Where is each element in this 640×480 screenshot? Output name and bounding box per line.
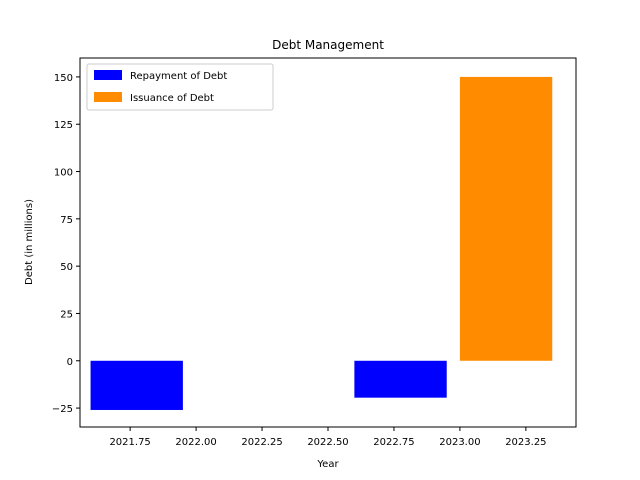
y-tick-label: 0 xyxy=(67,357,73,368)
y-tick-label: 50 xyxy=(60,262,73,273)
x-tick-label: 2022.00 xyxy=(175,437,216,448)
y-tick-label: 150 xyxy=(54,73,73,84)
y-tick-label: 100 xyxy=(54,168,73,179)
chart-title: Debt Management xyxy=(272,38,384,52)
y-tick-label: 75 xyxy=(60,215,73,226)
bars xyxy=(90,76,553,410)
legend-label-repayment: Repayment of Debt xyxy=(130,71,227,82)
bar-series-0-0 xyxy=(90,360,183,410)
x-tick-label: 2022.25 xyxy=(241,437,282,448)
x-axis-label: Year xyxy=(316,459,339,470)
y-axis: −25 0 25 50 75 100 125 150 xyxy=(52,73,80,415)
x-tick-label: 2022.75 xyxy=(373,437,414,448)
x-tick-label: 2021.75 xyxy=(109,437,150,448)
x-axis: 2021.75 2022.00 2022.25 2022.50 2022.75 2023.… xyxy=(109,427,547,448)
y-tick-label: 125 xyxy=(54,120,73,131)
legend-box xyxy=(86,63,274,111)
bar-series-1-0 xyxy=(459,76,553,361)
legend-swatch-repayment xyxy=(94,70,122,80)
legend: Repayment of Debt Issuance of Debt xyxy=(86,63,274,111)
legend-label-issuance: Issuance of Debt xyxy=(130,93,214,104)
y-tick-label: 25 xyxy=(60,309,73,320)
x-tick-label: 2022.50 xyxy=(307,437,348,448)
legend-swatch-issuance xyxy=(94,92,122,102)
y-axis-label: Debt (in millions) xyxy=(24,199,35,285)
x-tick-label: 2023.25 xyxy=(505,437,546,448)
bar-series-0-1 xyxy=(354,360,447,398)
x-tick-label: 2023.00 xyxy=(439,437,480,448)
y-tick-label: −25 xyxy=(52,404,73,415)
